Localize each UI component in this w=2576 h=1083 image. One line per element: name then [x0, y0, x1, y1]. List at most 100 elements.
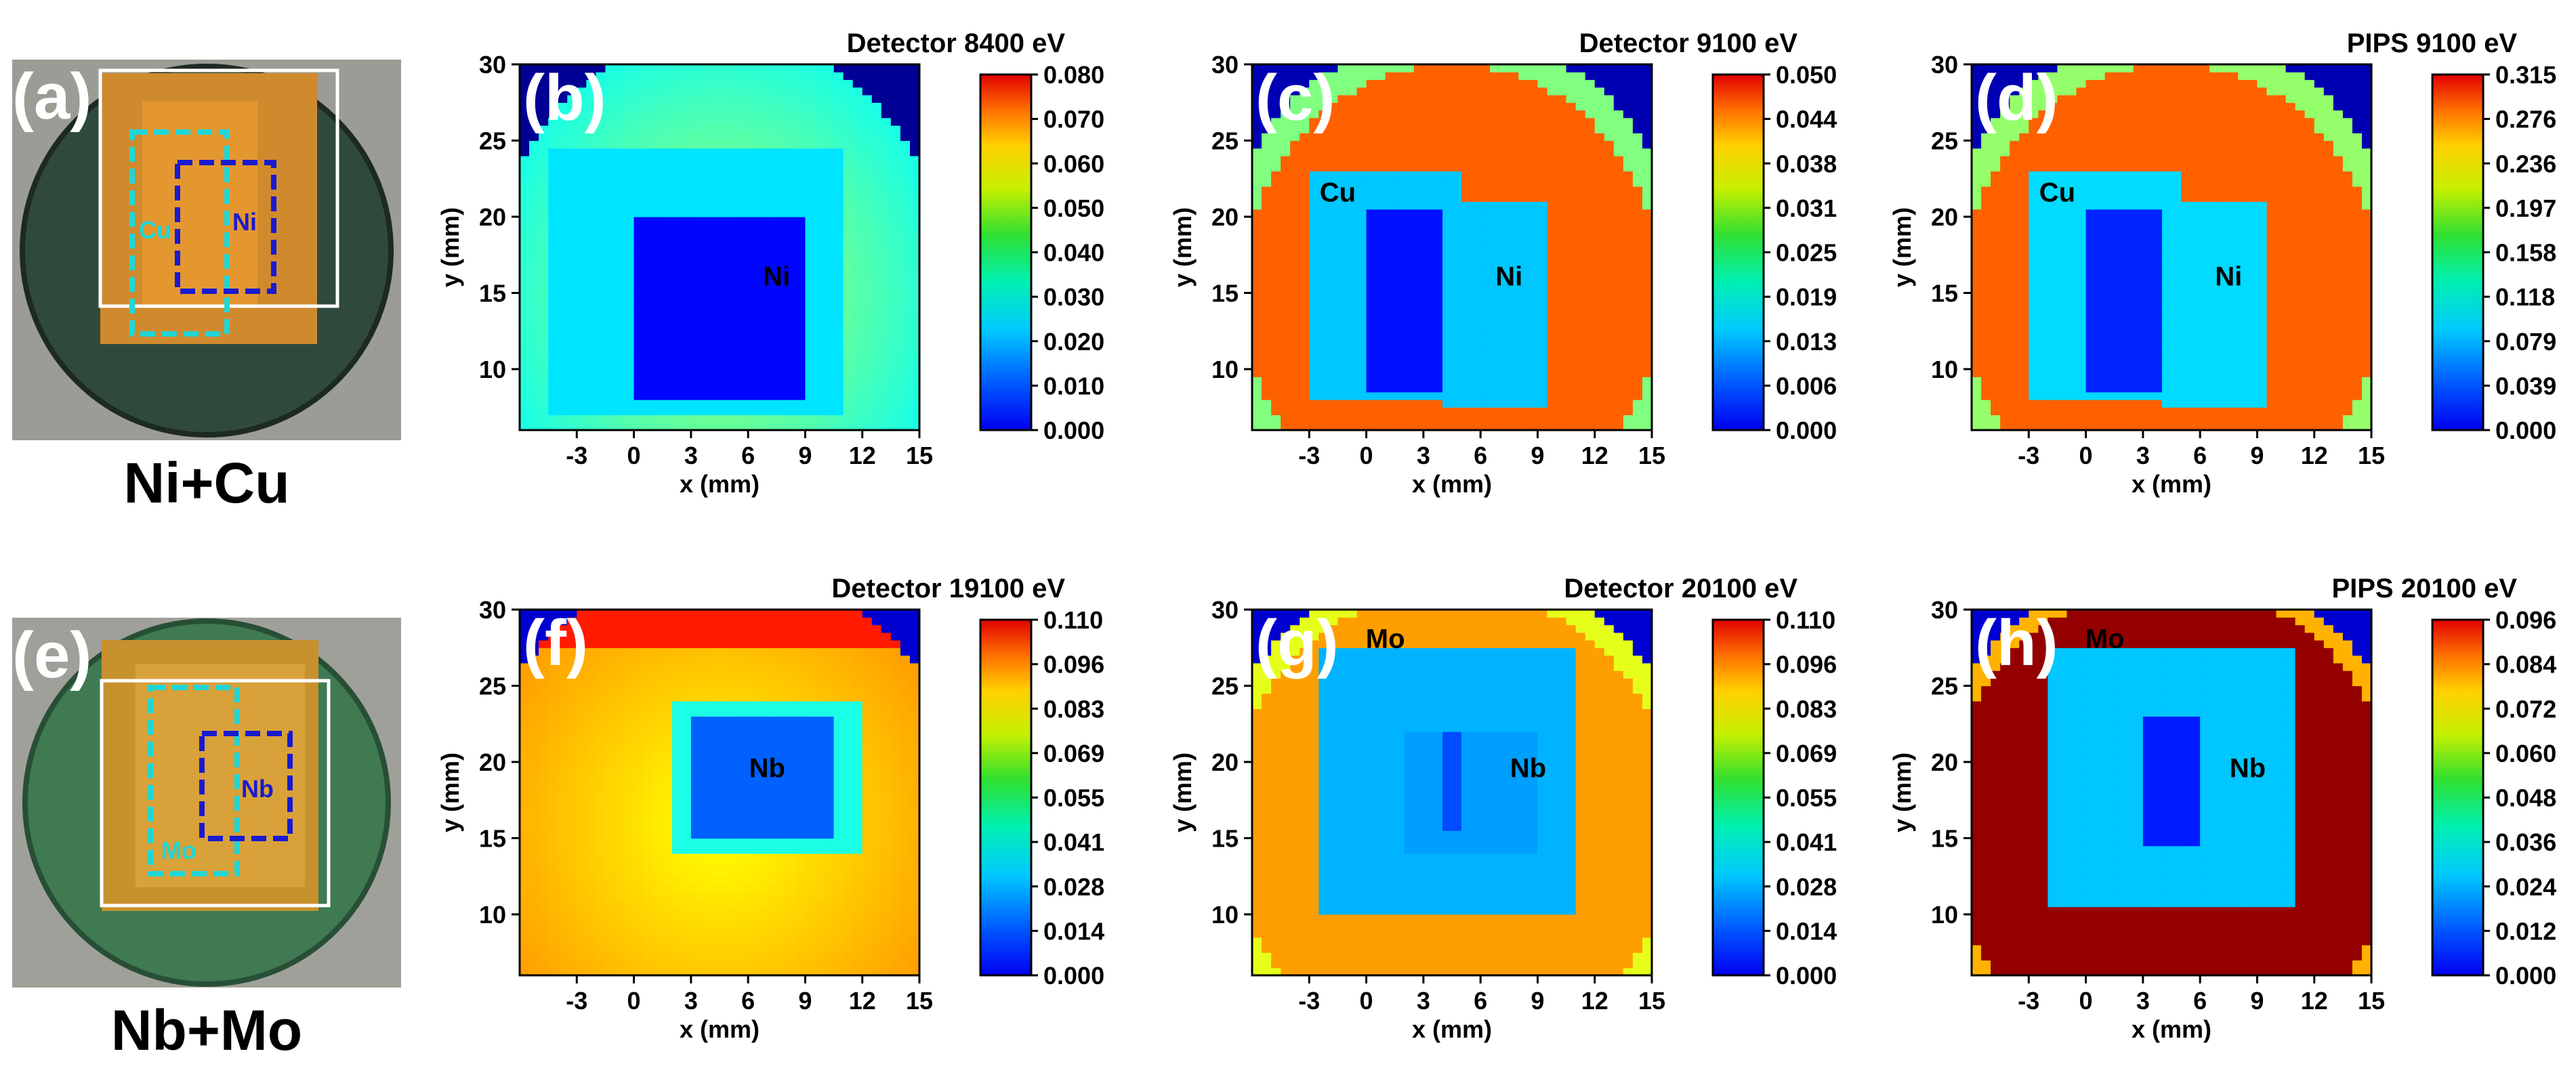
heatmap-cell — [605, 391, 616, 400]
heatmap-cell — [2085, 87, 2096, 95]
heatmap-cell — [643, 300, 654, 309]
heatmap-cell — [1461, 201, 1472, 210]
heatmap-cell — [871, 384, 882, 393]
heatmap-cell — [1509, 270, 1519, 278]
heatmap-cell — [1642, 415, 1653, 423]
heatmap-cell — [843, 354, 854, 362]
heatmap-cell — [529, 178, 539, 187]
heatmap-cell — [2076, 369, 2087, 377]
heatmap-cell — [567, 391, 577, 400]
heatmap-cell — [1328, 270, 1339, 278]
heatmap-cell — [2038, 293, 2048, 301]
heatmap-cell — [1632, 239, 1643, 248]
heatmap-cell — [757, 186, 768, 194]
heatmap-cell — [2010, 224, 2020, 233]
heatmap-cell — [2076, 87, 2087, 95]
heatmap-cell — [1490, 391, 1500, 400]
heatmap-cell — [1423, 361, 1434, 370]
heatmap-cell — [2114, 391, 2125, 400]
colorbar-tick-label: 0.025 — [1776, 239, 1837, 267]
heatmap-cell — [795, 316, 806, 324]
heatmap-cell — [1471, 125, 1481, 133]
heatmap-cell — [757, 224, 768, 233]
heatmap-cell — [1632, 377, 1643, 385]
heatmap-cell — [1547, 391, 1558, 400]
heatmap-cell — [2114, 224, 2125, 233]
heatmap-cell — [900, 148, 911, 156]
heatmap-cell — [690, 262, 701, 271]
heatmap-cell — [2076, 331, 2087, 339]
heatmap-cell — [757, 87, 768, 95]
heatmap-cell — [881, 95, 892, 103]
heatmap-cell — [548, 285, 558, 294]
heatmap-cell — [1262, 133, 1272, 142]
heatmap-cell — [1366, 232, 1377, 240]
heatmap-cell — [1413, 308, 1424, 316]
heatmap-cell — [1432, 369, 1443, 377]
heatmap-cell — [2038, 323, 2048, 332]
heatmap-cell — [548, 293, 558, 301]
heatmap-cell — [1518, 148, 1529, 156]
heatmap-cell — [700, 316, 711, 324]
heatmap-cell — [1252, 384, 1262, 393]
heatmap-cell — [690, 239, 701, 248]
heatmap-cell — [558, 331, 568, 339]
heatmap-cell — [824, 384, 835, 393]
heatmap-cell — [2123, 255, 2134, 263]
heatmap-cell — [2029, 293, 2039, 301]
heatmap-cell — [1290, 186, 1300, 194]
heatmap-cell — [2019, 391, 2029, 400]
heatmap-cell — [1604, 300, 1615, 309]
heatmap-cell — [1347, 316, 1358, 324]
heatmap-cell — [2057, 262, 2068, 271]
heatmap-cell — [2095, 346, 2106, 355]
heatmap-cell — [615, 270, 625, 278]
heatmap-cell — [1613, 186, 1624, 194]
heatmap-cell — [1442, 72, 1453, 81]
heatmap-cell — [862, 278, 873, 286]
heatmap-cell — [881, 117, 892, 126]
heatmap-cell — [1490, 377, 1500, 385]
heatmap-cell — [1632, 278, 1643, 286]
heatmap-cell — [1337, 354, 1348, 362]
heatmap-cell — [1642, 79, 1653, 88]
heatmap-cell — [729, 102, 739, 111]
heatmap-cell — [2029, 209, 2039, 217]
heatmap-cell — [529, 72, 539, 81]
heatmap-cell — [1585, 300, 1596, 309]
heatmap-cell — [1262, 148, 1272, 156]
heatmap-cell — [539, 125, 549, 133]
heatmap-cell — [1972, 285, 1982, 294]
heatmap-cell — [1262, 316, 1272, 324]
heatmap-cell — [1271, 239, 1281, 248]
heatmap-cell — [1432, 163, 1443, 172]
heatmap-cell — [2029, 95, 2039, 103]
heatmap-cell — [2010, 407, 2020, 416]
heatmap-cell — [776, 270, 787, 278]
heatmap-cell — [1442, 171, 1453, 179]
heatmap-cell — [1375, 300, 1386, 309]
heatmap-cell — [2085, 391, 2096, 400]
heatmap-cell — [2038, 285, 2048, 294]
heatmap-cell — [2029, 217, 2039, 225]
heatmap-cell — [1613, 194, 1624, 203]
heatmap-cell — [2085, 178, 2096, 187]
heatmap-cell — [615, 346, 625, 355]
heatmap-cell — [2123, 156, 2134, 164]
heatmap-cell — [720, 285, 730, 294]
heatmap-cell — [633, 308, 644, 316]
heatmap-cell — [1404, 361, 1415, 370]
heatmap-cell — [567, 255, 577, 263]
heatmap-cell — [2029, 262, 2039, 271]
heatmap-cell — [1271, 255, 1281, 263]
heatmap-cell — [2019, 407, 2029, 416]
heatmap-cell — [700, 255, 711, 263]
heatmap-cell — [824, 95, 835, 103]
heatmap-cell — [1452, 247, 1462, 255]
region-annotation: Ni — [1495, 261, 1522, 291]
heatmap-cell — [1318, 171, 1329, 179]
heatmap-cell — [1404, 247, 1415, 255]
heatmap-cell — [1991, 384, 2001, 393]
heatmap-cell — [2085, 270, 2096, 278]
heatmap-cell — [1518, 209, 1529, 217]
